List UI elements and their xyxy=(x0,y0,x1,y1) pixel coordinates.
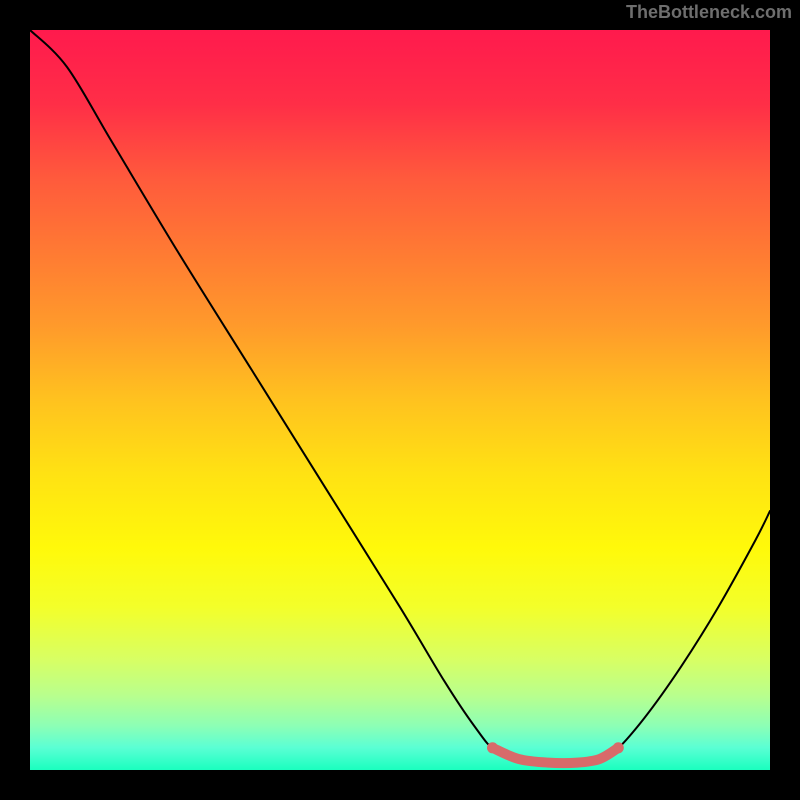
chart-trough-endpoint-1 xyxy=(613,742,624,753)
chart-trough-endpoint-0 xyxy=(487,742,498,753)
bottleneck-chart: TheBottleneck.com xyxy=(0,0,800,800)
chart-svg xyxy=(0,0,800,800)
chart-plot-gradient xyxy=(30,30,770,770)
